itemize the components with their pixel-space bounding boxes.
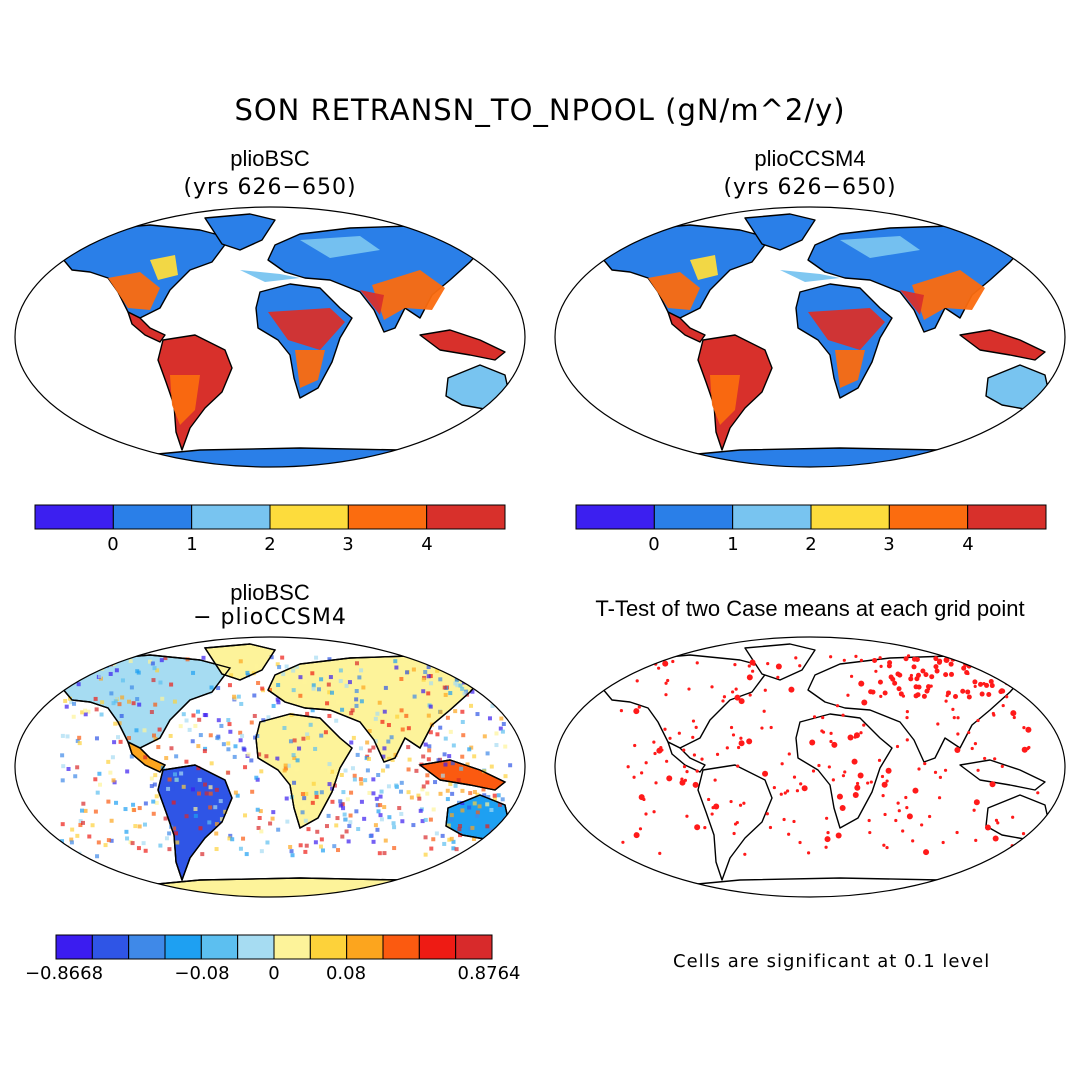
colorbar-swatch [191,504,271,530]
significance-note: Cells are significant at 0.1 level [673,951,991,972]
colorbar-swatch [653,504,734,530]
land-namerica [601,654,771,749]
land-seasia [419,329,506,361]
tick-label: 2 [264,534,276,555]
colorbar-swatch [810,504,890,530]
colorbar-swatch [888,504,969,530]
tick-label: 1 [186,534,198,555]
colorbar-pliobsc-labels: 0 1 2 3 4 [35,534,505,558]
land-central [667,311,706,343]
tick-label: 3 [342,534,354,555]
panel4-title: T-Test of two Case means at each grid po… [595,596,1025,621]
tick-label: 4 [962,534,974,555]
panel2-subtitle: (yrs 626−650) [723,175,897,200]
panel1-title: plioBSC [230,146,310,171]
colorbar-swatch [273,934,311,960]
map-land [555,207,1065,467]
map-land [15,207,525,467]
colorbar-swatch [418,934,457,960]
colorbar-swatch [346,934,384,960]
tick-label: −0.8668 [24,963,104,984]
land-namerica [601,224,771,319]
map-border [554,636,1066,898]
map-border [554,206,1066,468]
map-land [15,637,525,897]
panel2-title: plioCCSM4 [754,146,866,171]
colorbar-difference [55,934,493,960]
land-samerica [697,764,773,881]
colorbar-swatch [55,934,93,960]
tick-label: 0 [268,963,280,984]
panel1-subtitle: (yrs 626−650) [183,175,357,200]
tick-label: 0.08 [325,963,367,984]
colorbar-swatch [112,504,193,530]
colorbar-swatch [91,934,130,960]
tick-label: 0 [107,534,119,555]
colorbar-swatch [34,504,114,530]
land-greenland [744,213,816,251]
colorbar-swatch [269,504,349,530]
figure-title: SON RETRANSN_TO_NPOOL (gN/m^2/y) [234,93,846,127]
colorbar-swatch [732,504,812,530]
map-pliobsc [14,206,526,468]
colorbar-swatch [575,504,655,530]
colorbar-swatch [200,934,239,960]
colorbar-swatch [426,504,506,530]
colorbar-swatch [128,934,166,960]
map-ttest [554,636,1066,898]
map-border [14,206,526,468]
colorbar-plioccsm4 [575,504,1047,530]
map-difference [14,636,526,898]
land-seasia [959,759,1046,791]
land-central [667,741,706,773]
colorbar-swatch [382,934,420,960]
tick-label: 2 [805,534,817,555]
tick-label: 0.8764 [457,963,521,984]
tick-label: 1 [727,534,739,555]
map-land [555,637,1065,897]
panel3-title: plioBSC [230,580,310,605]
tick-label: −0.08 [174,963,230,984]
land-greenland [744,643,816,681]
colorbar-plioccsm4-labels: 0 1 2 3 4 [576,534,1046,558]
colorbar-pliobsc [34,504,506,530]
colorbar-swatch [164,934,202,960]
tick-label: 4 [421,534,433,555]
land-seasia [959,329,1046,361]
land-namerica [61,224,231,319]
tick-label: 0 [648,534,660,555]
colorbar-swatch [309,934,348,960]
panel3-subtitle: − plioCCSM4 [193,605,347,630]
tick-label: 3 [883,534,895,555]
colorbar-swatch [347,504,428,530]
map-border [14,636,526,898]
colorbar-difference-labels: −0.8668 −0.08 0 0.08 0.8764 [25,963,521,987]
colorbar-swatch [237,934,275,960]
map-plioccsm4 [554,206,1066,468]
colorbar-swatch [455,934,493,960]
land-central [127,311,166,343]
colorbar-swatch [967,504,1047,530]
land-greenland [204,213,276,251]
